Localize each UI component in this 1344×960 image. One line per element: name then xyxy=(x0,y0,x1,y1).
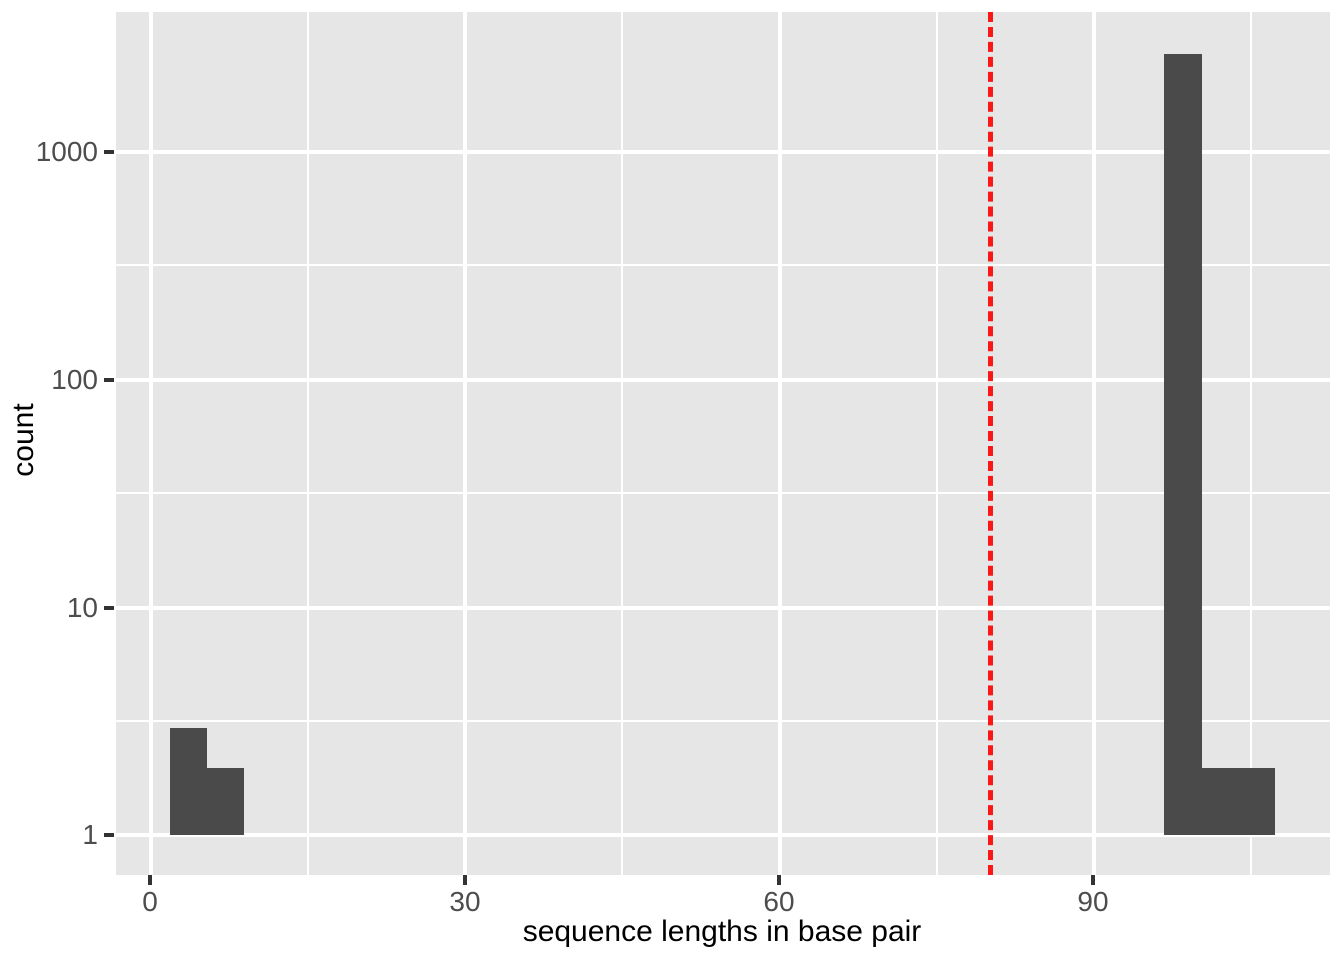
histogram-bar xyxy=(1164,768,1275,835)
x-axis-tick-mark xyxy=(1091,875,1095,885)
x-axis-title: sequence lengths in base pair xyxy=(522,915,922,948)
gridline-major-vertical xyxy=(778,12,782,875)
gridline-minor-vertical xyxy=(307,12,309,875)
x-axis-tick-mark xyxy=(777,875,781,885)
gridline-major-horizontal xyxy=(114,606,1330,610)
gridline-major-vertical xyxy=(1092,12,1096,875)
y-axis-tick-mark xyxy=(104,378,114,382)
y-axis-title: count xyxy=(4,380,44,500)
threshold-vline xyxy=(988,12,993,875)
histogram-bar xyxy=(207,768,244,835)
y-axis-tick-label: 1 xyxy=(82,819,98,850)
gridline-major-vertical xyxy=(463,12,467,875)
gridline-minor-vertical xyxy=(114,12,116,875)
y-axis-tick-mark xyxy=(104,833,114,837)
gridline-major-horizontal xyxy=(114,833,1330,837)
histogram-bar xyxy=(170,728,207,835)
gridline-major-horizontal xyxy=(114,150,1330,154)
gridline-minor-vertical xyxy=(936,12,938,875)
gridline-major-horizontal xyxy=(114,378,1330,382)
gridline-major-vertical xyxy=(149,12,153,875)
y-axis-tick-label: 1000 xyxy=(35,136,98,167)
gridline-minor-horizontal xyxy=(114,264,1330,266)
x-axis-tick-mark xyxy=(463,875,467,885)
x-axis-tick-label: 90 xyxy=(1077,886,1109,917)
plot-panel xyxy=(114,12,1330,875)
y-axis-tick-mark xyxy=(104,150,114,154)
gridline-minor-horizontal xyxy=(114,720,1330,722)
y-axis-tick-label: 10 xyxy=(66,592,98,623)
gridline-minor-vertical xyxy=(621,12,623,875)
gridline-minor-horizontal xyxy=(114,492,1330,494)
histogram-bar xyxy=(1164,54,1202,835)
y-axis-tick-label: 100 xyxy=(51,364,98,395)
y-axis-title-text: count xyxy=(7,403,40,477)
x-axis-tick-label: 30 xyxy=(449,886,481,917)
gridline-minor-vertical xyxy=(1250,12,1252,875)
y-axis-tick-mark xyxy=(104,606,114,610)
x-axis-tick-label: 0 xyxy=(142,886,158,917)
x-axis-tick-label: 60 xyxy=(763,886,795,917)
x-axis-tick-mark xyxy=(148,875,152,885)
